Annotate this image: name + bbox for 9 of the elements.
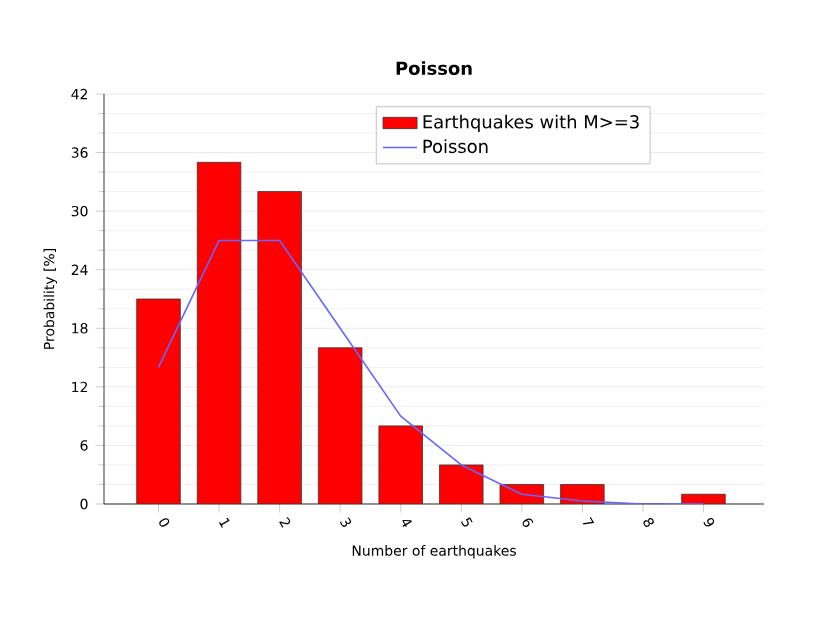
legend-label: Earthquakes with M>=3 [423,114,639,133]
chart-title: Poisson [396,61,472,75]
legend-label: Poisson [423,139,488,154]
bar [196,161,242,504]
line-series [157,239,705,504]
bar [378,425,423,504]
bar [317,347,363,504]
bar [136,298,181,504]
bar [257,191,302,504]
